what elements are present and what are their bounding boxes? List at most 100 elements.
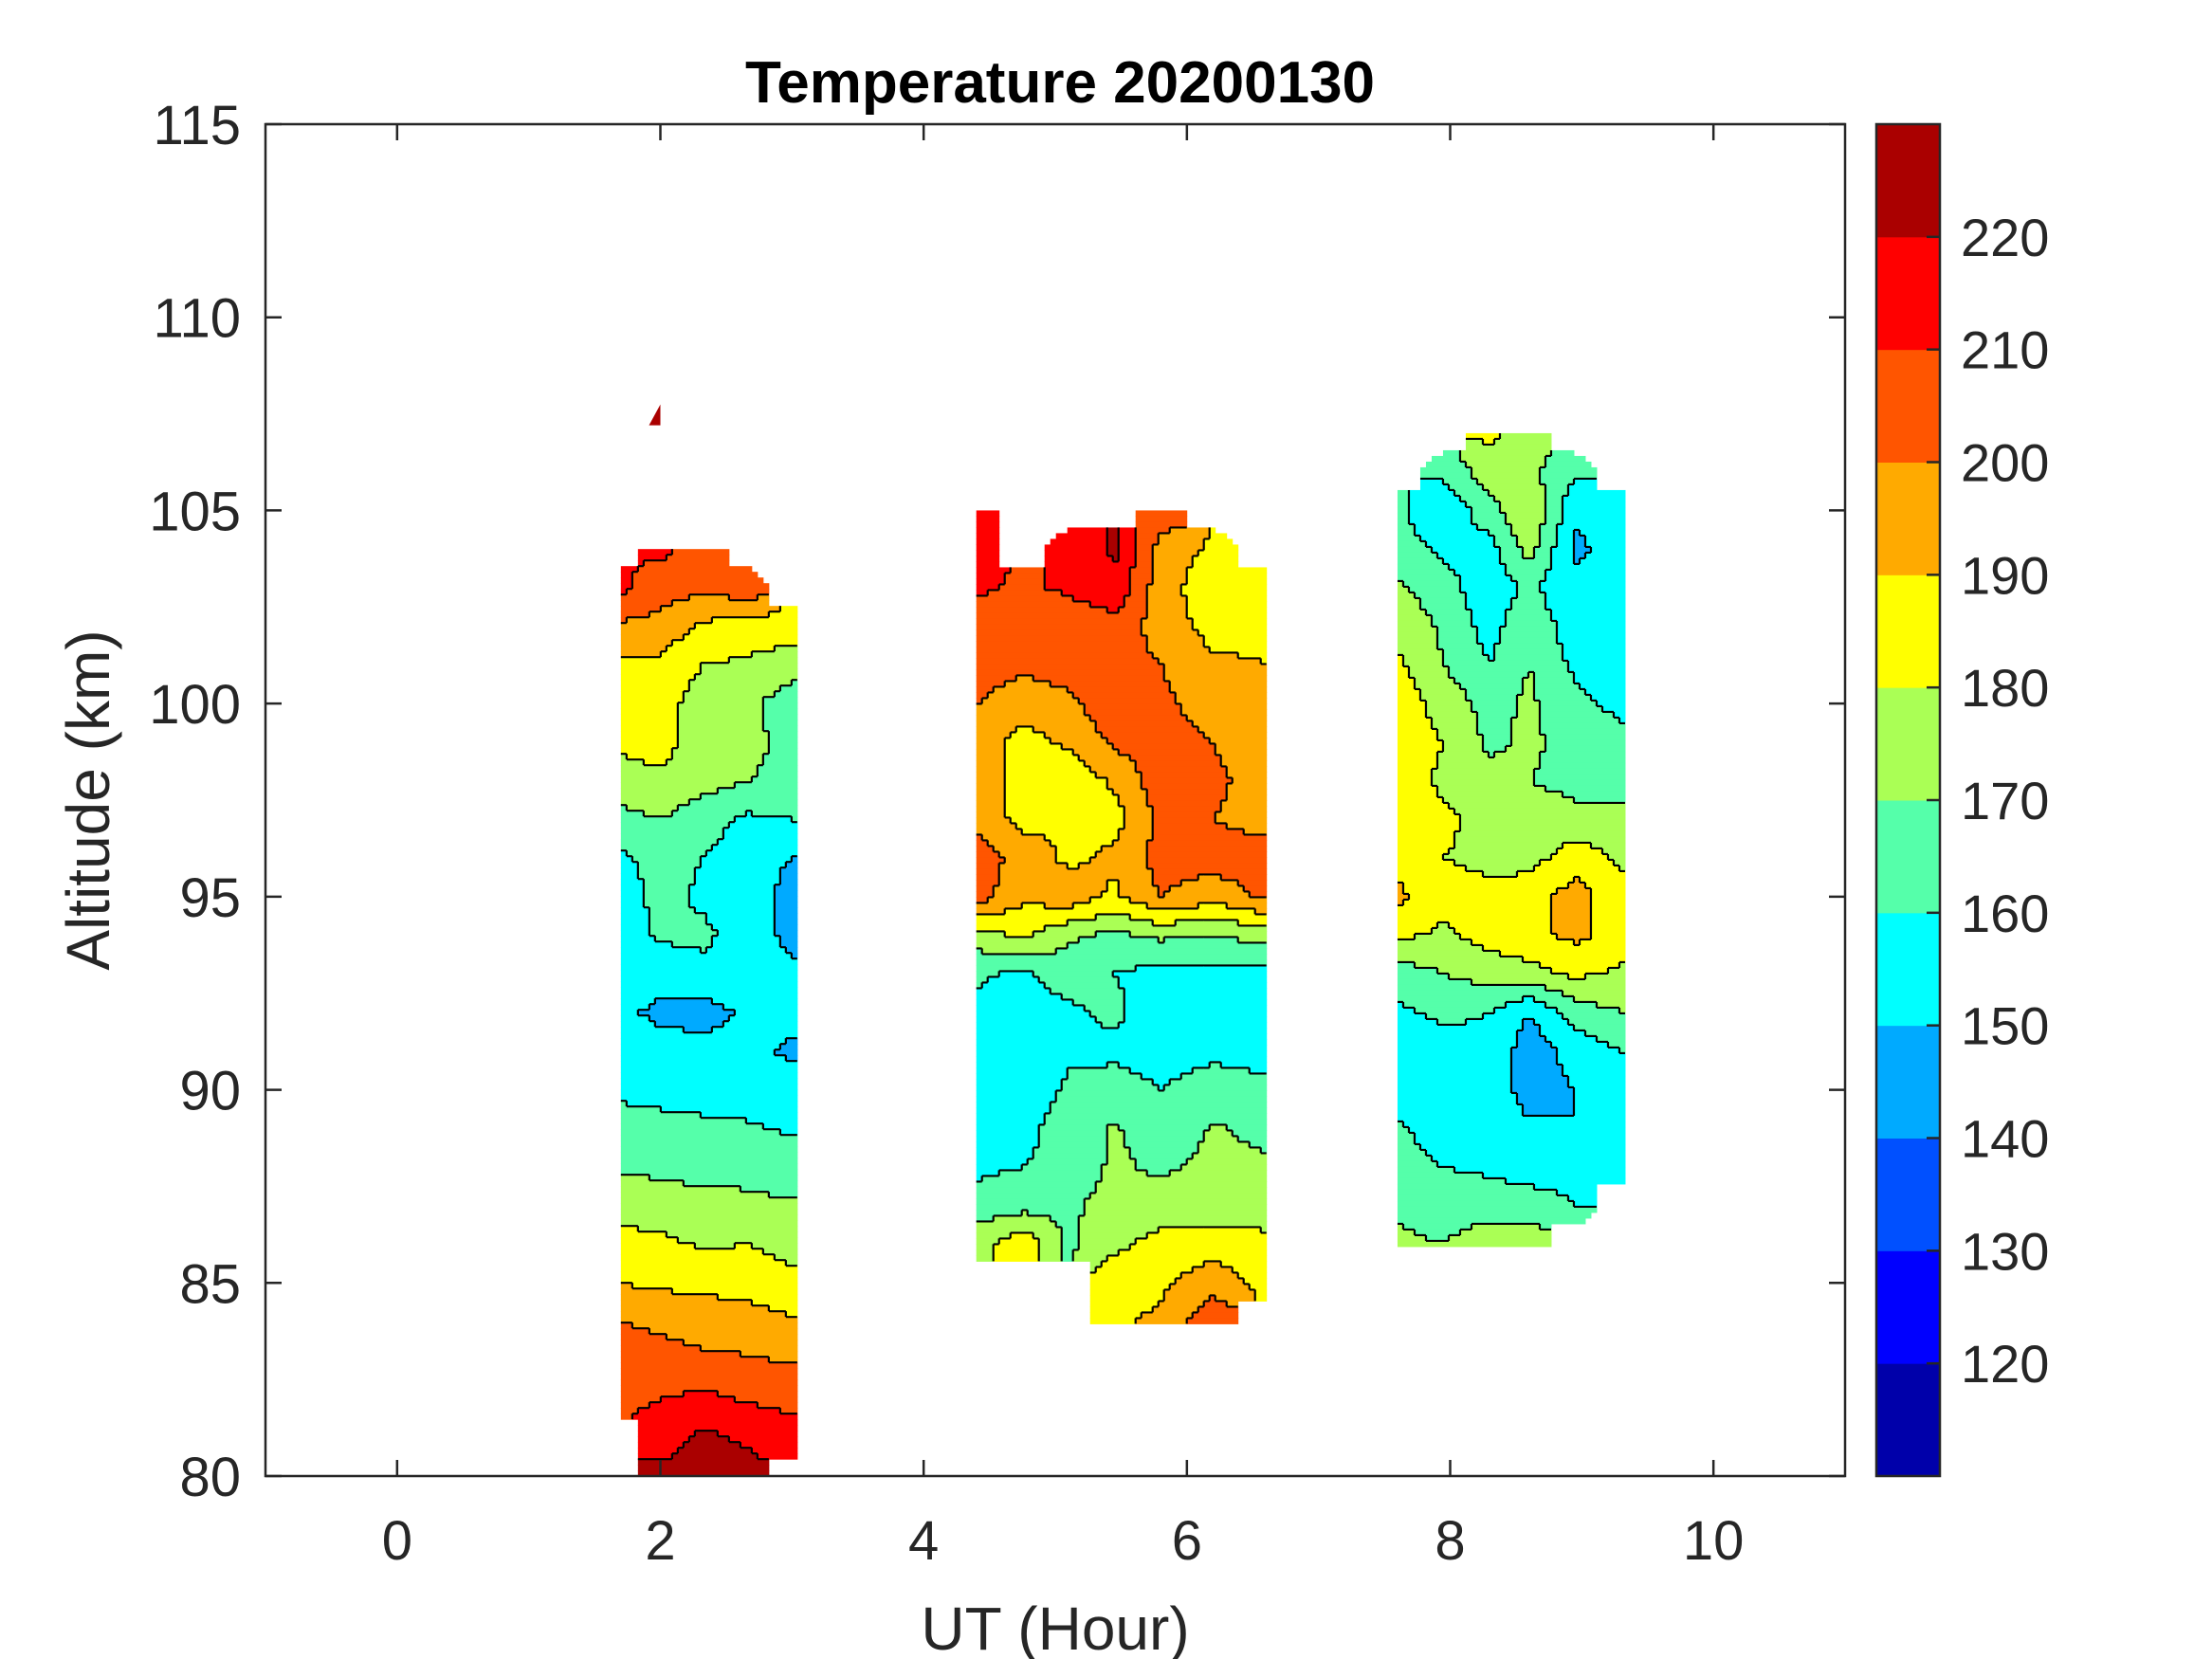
contour-cell <box>1442 796 1575 804</box>
contour-cell <box>620 611 650 618</box>
contour-cell <box>677 805 798 811</box>
contour-cell <box>1197 1147 1262 1154</box>
isolated-patch <box>649 404 661 426</box>
contour-cell <box>1243 829 1268 835</box>
contour-cell <box>1061 1232 1080 1239</box>
contour-cell <box>1095 1016 1125 1023</box>
contour-cell <box>1397 859 1455 866</box>
contour-cell <box>1124 994 1268 1000</box>
contour-cell <box>1106 1153 1131 1159</box>
contour-cell <box>711 845 798 851</box>
contour-cell <box>1209 1124 1228 1131</box>
contour-cell <box>1226 902 1268 909</box>
contour-cell <box>620 1021 656 1028</box>
contour-cell <box>1118 556 1137 562</box>
contour-cell <box>620 1351 741 1358</box>
contour-cell <box>620 811 645 817</box>
contour-cell <box>620 1345 702 1352</box>
contour-cell <box>1146 601 1188 608</box>
contour-cell <box>1459 455 1546 463</box>
contour-cell <box>1545 569 1626 576</box>
contour-cell <box>1203 1130 1234 1137</box>
contour-cell <box>620 1078 798 1085</box>
contour-cell <box>1442 654 1490 662</box>
contour-cell <box>688 902 776 908</box>
contour-cell <box>976 920 1069 926</box>
contour-cell <box>1186 567 1268 574</box>
contour-cell <box>976 1016 1097 1023</box>
contour-cell <box>1397 580 1404 588</box>
contour-cell <box>1584 540 1626 548</box>
contour-cell <box>620 1340 685 1346</box>
contour-cell <box>717 1431 798 1437</box>
contour-cell <box>1505 745 1546 753</box>
contour-cell <box>649 913 707 920</box>
contour-cell <box>976 1119 1046 1125</box>
contour-cell <box>711 924 776 931</box>
contour-cell <box>620 634 685 641</box>
contour-cell <box>620 589 628 595</box>
contour-cell <box>1476 478 1541 485</box>
contour-cell <box>1493 438 1552 446</box>
contour-cell <box>1493 648 1563 656</box>
contour-cell <box>1545 597 1626 605</box>
contour-cell <box>751 651 798 658</box>
contour-cell <box>1618 961 1626 969</box>
contour-cell <box>1516 1030 1541 1037</box>
contour-cell <box>1397 717 1433 724</box>
contour-cell <box>1539 961 1620 969</box>
contour-cell <box>1522 677 1535 684</box>
contour-cell <box>1397 745 1444 753</box>
contour-cell <box>666 759 764 766</box>
contour-cell <box>976 959 1268 966</box>
contour-cell <box>1397 779 1433 787</box>
x-tick-label: 6 <box>1172 1510 1202 1572</box>
contour-cell <box>677 725 764 732</box>
contour-cell <box>1397 1121 1404 1128</box>
contour-cell <box>1124 601 1148 608</box>
contour-cell <box>620 1271 798 1278</box>
contour-cell <box>1397 501 1410 508</box>
contour-cell <box>1397 1206 1598 1213</box>
contour-cell <box>620 1203 798 1210</box>
contour-cell <box>1522 1103 1575 1111</box>
contour-cell <box>1220 760 1268 767</box>
contour-cell <box>1590 694 1626 702</box>
contour-cell <box>976 749 1006 756</box>
contour-cell <box>976 851 1000 858</box>
plot-frame <box>264 122 1847 1478</box>
y-tick-label: 110 <box>154 288 241 350</box>
contour-cell <box>1408 671 1450 679</box>
contour-cell <box>620 623 696 629</box>
contour-cell <box>1215 743 1268 750</box>
contour-cell <box>1215 1295 1256 1302</box>
contour-cell <box>774 1049 798 1056</box>
contour-cell <box>1078 1232 1148 1239</box>
contour-cell <box>1442 739 1484 747</box>
contour-cell <box>1539 529 1558 537</box>
contour-cell <box>1135 521 1188 528</box>
contour-cell <box>1539 859 1615 866</box>
contour-cell <box>1397 944 1484 952</box>
contour-cell <box>620 1186 741 1193</box>
contour-cell <box>1004 772 1097 778</box>
contour-cell <box>1499 546 1524 554</box>
contour-cell <box>1061 1085 1160 1091</box>
contour-cell <box>987 590 1063 596</box>
contour-cell <box>1545 739 1626 747</box>
contour-cell <box>1152 1079 1171 1085</box>
contour-cell <box>620 1169 798 1176</box>
contour-cell <box>620 799 690 806</box>
contour-cell <box>1106 544 1120 551</box>
contour-cell <box>1397 1194 1569 1202</box>
contour-cell <box>976 1221 1057 1228</box>
contour-cell <box>1397 1132 1416 1139</box>
contour-cell <box>1397 512 1410 520</box>
contour-cell <box>1505 512 1546 520</box>
contour-cell <box>1590 904 1626 912</box>
contour-cell <box>1550 927 1592 935</box>
contour-cell <box>1033 726 1097 733</box>
contour-cell <box>1573 995 1626 1003</box>
contour-cell <box>1505 569 1546 576</box>
contour-cell <box>1135 527 1171 534</box>
